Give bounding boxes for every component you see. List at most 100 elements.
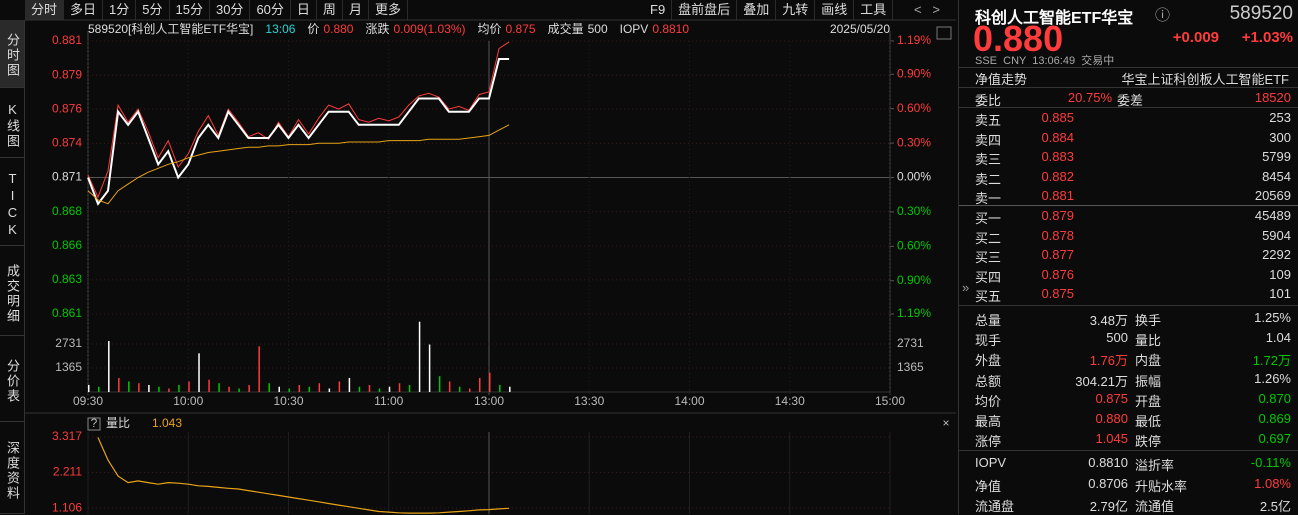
collapse-arrow[interactable]: » — [962, 280, 970, 295]
toolbar-button[interactable]: 工具 — [854, 0, 894, 20]
pct-tick-label: 0.90% — [897, 273, 931, 287]
volume-bar — [248, 384, 250, 392]
stat-label: 跌停 — [1135, 434, 1162, 450]
stat-value: 2.5亿 — [1259, 498, 1291, 514]
stat-value: 1.25% — [1254, 310, 1291, 325]
chart-header-item: 0.8810 — [652, 22, 689, 36]
chart-area: 589520[科创人工智能ETF华宝] 13:06 价 0.880 涨跌 0.009(1.… — [25, 19, 956, 514]
side-tab[interactable]: 成交明细 — [0, 248, 24, 336]
volume-bar — [298, 384, 301, 392]
toolbar-button[interactable]: 15分 — [170, 0, 210, 20]
ratio-tick-label: 2.211 — [53, 465, 82, 479]
toolbar-button[interactable]: 叠加 — [737, 0, 777, 20]
toolbar-button[interactable]: 1分 — [103, 0, 137, 20]
volume-bar — [358, 386, 361, 392]
stat-value: 0.870 — [1258, 390, 1291, 406]
stat-label: IOPV — [975, 455, 1007, 471]
toolbar-button[interactable]: 月 — [343, 0, 369, 20]
pct-tick-label: 0.90% — [897, 66, 931, 80]
toolbar-button[interactable]: 60分 — [250, 0, 291, 20]
side-tab[interactable]: TICK — [0, 160, 24, 246]
toolbar-button[interactable]: 盘前盘后 — [672, 0, 738, 20]
side-tab[interactable]: 分价表 — [0, 338, 24, 422]
toolbar-button[interactable]: 画线 — [815, 0, 855, 20]
volume-tick-label: 1365 — [55, 360, 82, 374]
x-tick-label: 13:00 — [474, 394, 504, 408]
volume-bar — [148, 384, 150, 392]
volume-bar — [489, 372, 491, 392]
stat-label: 流通值 — [1135, 498, 1175, 514]
nav-tab: 净值走势 — [975, 72, 1028, 87]
volume-bar — [458, 386, 461, 392]
order-label: 买四 — [975, 269, 1002, 285]
order-price: 0.883 — [1041, 149, 1074, 164]
chart-header-item: 成交量 — [548, 21, 584, 36]
divider — [959, 107, 1298, 108]
order-price: 0.876 — [1041, 266, 1074, 282]
stat-label: 升贴水率 — [1135, 478, 1188, 494]
volume-bar — [328, 388, 331, 392]
stat-value: 1.04 — [1265, 330, 1291, 346]
order-label: 买五 — [975, 289, 1002, 304]
toolbar-button[interactable]: 30分 — [210, 0, 251, 20]
volume-bar — [198, 353, 200, 392]
pct-tick-label: 0.30% — [897, 135, 931, 149]
toolbar-button[interactable]: 更多 — [369, 0, 408, 20]
tool-toolbar: F9 盘前盘后 叠加 九转 画线 工具 — [644, 0, 894, 20]
toolbar-button[interactable]: 日 — [291, 0, 317, 20]
toolbar-button[interactable]: 九转 — [776, 0, 816, 20]
chart-header-item: 价 — [307, 22, 319, 36]
y-tick-label: 0.861 — [52, 306, 82, 320]
stat-label: 溢折率 — [1135, 458, 1175, 474]
volume-bar — [499, 384, 501, 392]
side-tab[interactable]: K线图 — [0, 90, 24, 158]
divider — [959, 67, 1298, 68]
volume-bar — [388, 386, 391, 392]
stat-value: 1.72万 — [1252, 353, 1291, 369]
toolbar-button[interactable]: 5分 — [136, 0, 170, 20]
side-tabs: 分时图 K线图 TICK 成交明细 分价表 深度资料 — [0, 20, 25, 514]
chart-header-item: 涨跌 — [365, 21, 389, 36]
stock-code: 589520 — [1229, 3, 1293, 24]
volume-bar — [158, 386, 160, 392]
toolbar-button[interactable]: 分时 — [25, 0, 65, 20]
weicha-label: 委差 — [1117, 93, 1144, 108]
y-tick-label: 0.881 — [52, 33, 82, 47]
chart-header-item: 0.875 — [506, 22, 536, 36]
x-tick-label: 14:30 — [775, 394, 805, 408]
volume-bar — [509, 386, 511, 392]
stat-value: 0.697 — [1258, 431, 1291, 447]
volume-bar — [428, 344, 431, 392]
wp-icon[interactable] — [936, 26, 952, 40]
order-label: 卖二 — [975, 171, 1002, 187]
stat-label: 净值 — [975, 478, 1002, 494]
volume-bar — [88, 384, 90, 392]
ratio-line — [97, 437, 510, 514]
side-tab[interactable]: 分时图 — [0, 20, 24, 88]
chart-header-item: 0.009(1.03%) — [393, 22, 465, 36]
stat-label: 外盘 — [975, 353, 1002, 369]
price-change-pct: +1.03% — [1241, 29, 1293, 46]
chart-header-item: 589520[科创人工智能ETF华宝] — [88, 21, 253, 36]
toolbar-button[interactable]: F9 — [644, 0, 673, 20]
stat-label: 现手 — [975, 333, 1002, 349]
stat-value: 1.76万 — [1089, 353, 1128, 369]
ratio-close[interactable]: × — [942, 416, 949, 430]
volume-bar — [468, 388, 471, 392]
order-price: 0.878 — [1041, 227, 1074, 243]
pct-tick-label: 0.60% — [897, 238, 931, 252]
toolbar-button[interactable]: 周 — [317, 0, 343, 20]
toolbar-button[interactable]: 多日 — [64, 0, 104, 20]
toolbar-arrows[interactable]: < > — [914, 2, 941, 17]
y-tick-label: 0.879 — [52, 67, 82, 81]
volume-bar — [138, 383, 140, 392]
volume-bar — [278, 386, 280, 392]
volume-tick-label: 2731 — [897, 336, 924, 350]
chart-header-item: 13:06 — [265, 22, 295, 36]
volume-bar — [168, 388, 170, 392]
stat-value: 0.875 — [1095, 390, 1128, 406]
order-volume: 20569 — [1254, 188, 1291, 203]
x-tick-label: 15:00 — [875, 394, 905, 408]
volume-bar — [418, 321, 421, 392]
stat-label: 最高 — [975, 414, 1002, 429]
